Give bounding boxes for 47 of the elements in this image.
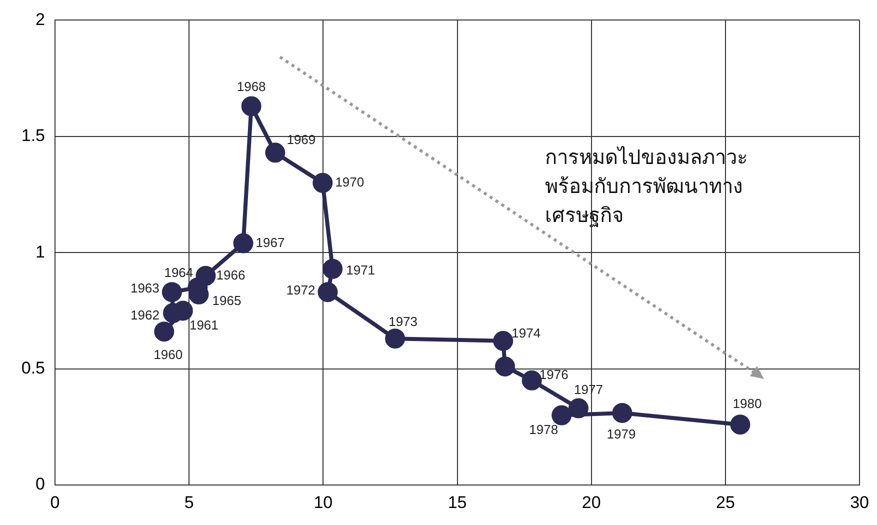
point [322, 258, 343, 279]
annotation: 1969 [286, 132, 316, 148]
y-tick-label: 2 [36, 10, 45, 29]
annotation: 1970 [335, 174, 364, 190]
x-tick-label: 20 [582, 492, 601, 512]
annotation: 1979 [606, 426, 636, 442]
point [612, 402, 632, 423]
y-tick-label: 0.5 [21, 358, 45, 378]
y-tick-label: 0 [36, 474, 45, 494]
point [196, 266, 216, 286]
point [495, 356, 516, 376]
annotation: 1961 [189, 317, 218, 332]
y-tick-label: 1.5 [21, 126, 45, 146]
x-tick-label: 5 [184, 492, 194, 512]
annotation: 1978 [529, 422, 558, 437]
annotation: 1968 [236, 78, 266, 94]
point [233, 233, 254, 254]
point [522, 370, 542, 390]
annotation: 1976 [539, 367, 568, 382]
point [568, 398, 588, 418]
annotation: 1974 [512, 325, 541, 340]
point [154, 322, 174, 342]
point [241, 96, 262, 116]
x-tick-label: 10 [314, 492, 333, 512]
annotation: 1980 [732, 396, 762, 412]
point [312, 172, 333, 193]
point [318, 282, 338, 302]
annotation: 1960 [154, 347, 183, 362]
point [265, 142, 286, 163]
annotation: 1966 [216, 267, 246, 282]
point [493, 330, 514, 351]
point [552, 405, 572, 426]
x-tick-label: 25 [716, 492, 735, 512]
point [162, 282, 182, 302]
point [385, 328, 406, 349]
x-tick-label: 30 [850, 492, 870, 512]
x-tick-label: 15 [448, 492, 467, 512]
annotation: 1965 [212, 293, 242, 308]
annotation: 1967 [256, 234, 285, 250]
annotation: 1963 [130, 280, 160, 296]
annotation: 1962 [130, 308, 160, 323]
x-tick-label: 0 [50, 492, 60, 512]
y-tick-label: 1 [36, 242, 45, 262]
point [730, 414, 750, 435]
annotation: 1973 [388, 314, 418, 330]
annotation: 1971 [346, 262, 376, 278]
annotation: 1972 [286, 282, 316, 298]
